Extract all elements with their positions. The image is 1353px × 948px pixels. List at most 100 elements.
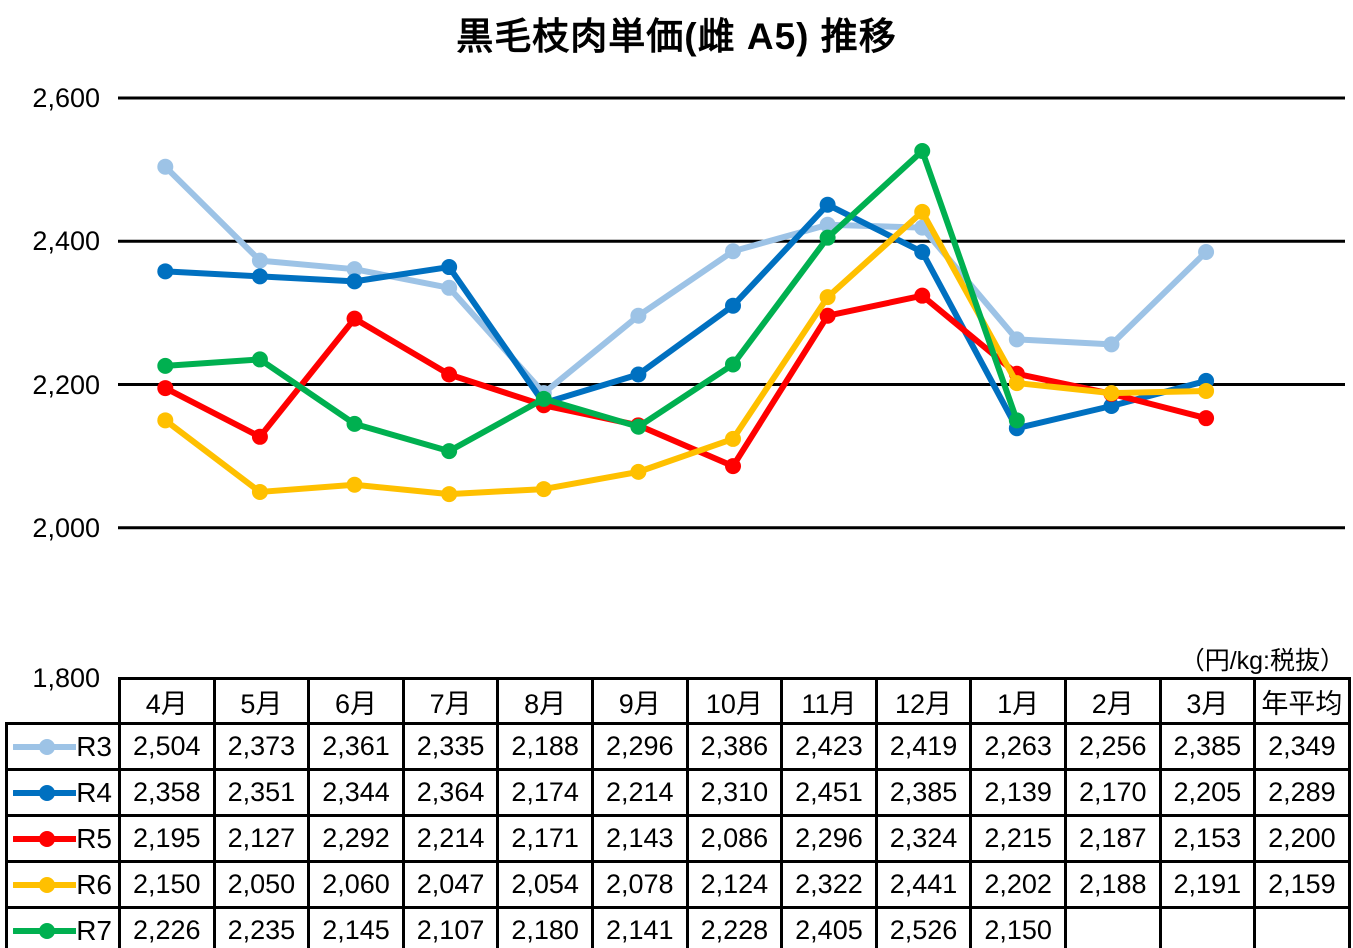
value-cell: 2,351 [212, 768, 311, 817]
data-point-R6 [914, 203, 931, 220]
value-cell: 2,205 [1158, 768, 1257, 817]
data-point-R3 [251, 252, 268, 269]
value-cell: 2,188 [496, 722, 594, 771]
table-row-R4: R4 2,358 2,351 2,344 2,364 2,174 2,214 2,310 2,4… [5, 768, 1351, 817]
value-cell: 2,153 [1158, 814, 1257, 863]
series-name-label: R4 [76, 776, 112, 808]
data-point-R5 [346, 310, 363, 327]
legend-marker-icon [13, 738, 77, 755]
value-cell: 2,361 [307, 722, 405, 771]
value-cell: 2,386 [685, 722, 784, 771]
data-point-R5 [914, 287, 931, 304]
value-cell: 2,141 [590, 906, 689, 948]
series-name-label: R6 [76, 868, 112, 900]
data-point-R7 [535, 390, 552, 407]
legend-marker-icon [13, 830, 77, 847]
value-cell [1063, 906, 1162, 948]
data-point-R7 [346, 415, 363, 432]
legend-wrap: R6 [10, 868, 117, 901]
data-point-R4 [630, 366, 647, 383]
value-cell: 2,191 [1158, 860, 1257, 909]
value-cell: 2,423 [780, 722, 878, 771]
legend-cell: R3 [5, 722, 121, 771]
data-point-R4 [346, 273, 363, 290]
y-axis-label: 2,200 [32, 370, 100, 400]
value-cell: 2,385 [1158, 722, 1257, 771]
data-point-R5 [1198, 410, 1215, 427]
value-cell: 2,226 [118, 906, 216, 948]
data-point-R6 [251, 483, 268, 500]
value-cell: 2,358 [118, 768, 216, 817]
series-name-label: R3 [76, 730, 112, 762]
value-cell: 2,150 [118, 860, 216, 909]
value-cell: 2,292 [307, 814, 405, 863]
data-point-R3 [1008, 331, 1025, 348]
data-point-R4 [157, 263, 174, 280]
average-header-cell: 年平均 [1253, 677, 1351, 725]
data-point-R4 [441, 259, 458, 276]
series-line-R7 [162, 148, 1020, 455]
average-value-cell: 2,349 [1253, 722, 1351, 771]
value-cell: 2,214 [590, 768, 689, 817]
month-header-cell: 2月 [1063, 677, 1162, 725]
value-cell: 2,143 [590, 814, 689, 863]
legend-wrap: R4 [10, 776, 117, 809]
data-point-R3 [630, 307, 647, 324]
value-cell: 2,195 [118, 814, 216, 863]
month-header-cell: 7月 [401, 677, 500, 725]
value-cell: 2,187 [1063, 814, 1162, 863]
month-header-cell: 9月 [590, 677, 689, 725]
data-point-R7 [251, 351, 268, 368]
data-point-R4 [914, 243, 931, 260]
value-cell: 2,188 [1063, 860, 1162, 909]
value-cell: 2,086 [685, 814, 784, 863]
table-body: R3 2,504 2,373 2,361 2,335 2,188 2,296 2,386 2,4… [5, 722, 1351, 948]
y-axis-label: 2,000 [32, 513, 100, 543]
month-header-cell: 11月 [780, 677, 878, 725]
value-cell: 2,174 [496, 768, 594, 817]
month-header-cell: 8月 [496, 677, 594, 725]
value-cell: 2,344 [307, 768, 405, 817]
series-line-R5 [162, 292, 1210, 470]
data-point-R7 [441, 443, 458, 460]
y-axis-label: 2,600 [32, 83, 100, 113]
value-cell: 2,296 [590, 722, 689, 771]
value-cell: 2,256 [1063, 722, 1162, 771]
data-point-R6 [346, 476, 363, 493]
data-point-R3 [725, 243, 741, 260]
value-cell: 2,050 [212, 860, 311, 909]
month-header-cell: 12月 [874, 677, 973, 725]
data-point-R6 [1008, 375, 1025, 392]
data-point-R7 [1008, 412, 1025, 429]
y-axis-label: 1,800 [32, 663, 100, 693]
average-value-cell: 2,159 [1253, 860, 1351, 909]
table-header-row: 4月 5月 6月 7月 8月 9月 10月 11月 12月 1月 2月 3月 年平均 [7, 677, 1351, 725]
series-name-label: R5 [76, 822, 112, 854]
data-point-R3 [1103, 336, 1120, 353]
data-point-R6 [1103, 385, 1120, 402]
data-point-R3 [819, 216, 836, 233]
value-cell: 2,215 [969, 814, 1067, 863]
value-cell [1158, 906, 1257, 948]
legend-marker-icon [13, 876, 77, 893]
series-line-R3 [162, 163, 1210, 397]
average-value-cell: 2,200 [1253, 814, 1351, 863]
value-cell: 2,451 [780, 768, 878, 817]
data-point-R4 [1103, 397, 1120, 414]
data-point-R6 [725, 430, 741, 447]
data-point-R4 [251, 268, 268, 285]
data-point-R7 [819, 229, 836, 246]
data-point-R5 [251, 428, 268, 445]
value-cell: 2,150 [969, 906, 1067, 948]
value-cell: 2,054 [496, 860, 594, 909]
value-cell: 2,322 [780, 860, 878, 909]
data-point-R5 [441, 366, 458, 383]
month-header-cell: 1月 [969, 677, 1067, 725]
value-cell: 2,324 [874, 814, 973, 863]
month-header-cell: 3月 [1158, 677, 1257, 725]
data-point-R7 [914, 143, 931, 160]
data-point-R6 [157, 412, 174, 429]
table-row-R3: R3 2,504 2,373 2,361 2,335 2,188 2,296 2,386 2,4… [5, 722, 1351, 771]
value-cell: 2,296 [780, 814, 878, 863]
